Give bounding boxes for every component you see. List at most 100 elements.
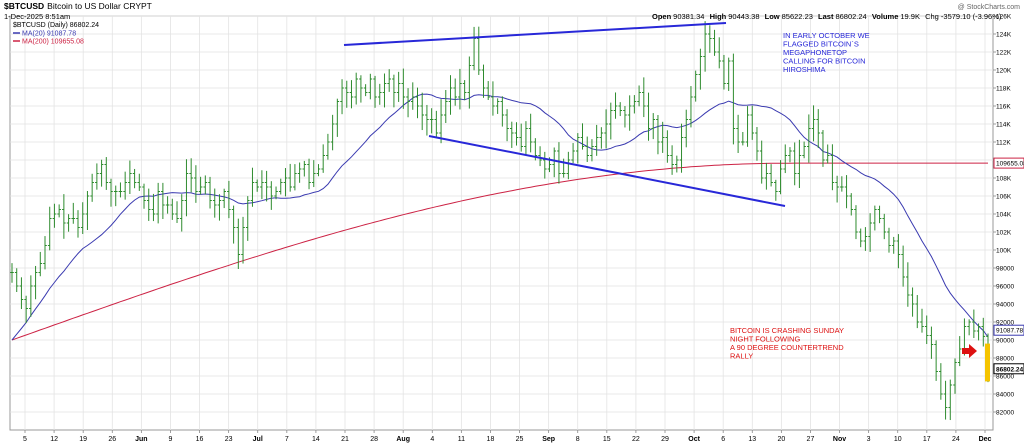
x-tick-label: 4 xyxy=(430,436,434,443)
ohlc-bar xyxy=(335,98,340,137)
last-label: Last xyxy=(818,12,834,21)
ohlc-bar xyxy=(14,268,19,292)
ohlc-bar xyxy=(236,218,241,269)
ohlc-bar xyxy=(524,121,528,155)
ohlc-bar xyxy=(373,75,377,108)
ohlc-bar xyxy=(514,122,519,146)
ohlc-bar xyxy=(877,205,882,224)
ohlc-bar xyxy=(509,121,514,148)
price-tag-text: 109655.08 xyxy=(996,161,1024,168)
x-tick-label: 22 xyxy=(632,436,640,443)
ohlc-bar xyxy=(71,202,76,224)
ohlc-bar xyxy=(349,80,354,109)
x-tick-label: Jul xyxy=(253,436,263,443)
ohlc-bar xyxy=(448,75,453,115)
y-tick-label: 94000 xyxy=(996,302,1014,309)
ohlc-bar xyxy=(675,155,679,173)
ohlc-bar xyxy=(47,206,52,251)
ohlc-bar xyxy=(924,315,929,345)
ohlc-bar xyxy=(910,287,915,317)
x-tick-label: Oct xyxy=(688,436,700,443)
price-tag-ma200: 109655.08 xyxy=(993,157,1024,169)
x-tick-label: 25 xyxy=(516,436,524,443)
high-value: 90443.38 xyxy=(728,12,759,21)
x-tick-label: Sep xyxy=(542,436,555,443)
ohlc-bar xyxy=(670,145,674,175)
x-tick-label: 12 xyxy=(50,436,58,443)
ohlc-bar xyxy=(811,105,816,142)
y-tick-label: 98000 xyxy=(996,266,1014,273)
ohlc-bar xyxy=(302,160,307,177)
ohlc-bar xyxy=(321,144,325,173)
y-tick-label: 124K xyxy=(996,32,1012,39)
y-tick-label: 84000 xyxy=(996,392,1014,399)
ohlc-bar xyxy=(462,80,467,101)
ohlc-bar xyxy=(113,185,118,207)
ohlc-bar xyxy=(80,202,85,234)
x-tick-label: Jun xyxy=(135,436,147,443)
ohlc-bar xyxy=(128,160,132,195)
x-tick-label: 9 xyxy=(169,436,173,443)
ohlc-bar xyxy=(741,132,745,146)
ohlc-bar xyxy=(311,160,316,188)
ohlc-bar xyxy=(194,165,198,203)
ohlc-bar xyxy=(156,182,160,224)
y-tick-label: 82000 xyxy=(996,410,1014,417)
ohlc-bar xyxy=(467,56,472,109)
y-tick-label: 116K xyxy=(996,104,1011,111)
ohlc-bar xyxy=(434,110,439,137)
y-axis: 82000 84000 86000 88000 90000 92000 94000 96000… xyxy=(993,14,1014,417)
y-tick-label: 86000 xyxy=(996,374,1014,381)
grid-lines xyxy=(10,15,993,430)
ohlc-bar xyxy=(189,158,193,193)
ohlc-bar xyxy=(396,71,401,102)
y-tick-label: 108K xyxy=(996,176,1012,183)
ohlc-bar xyxy=(745,106,750,147)
ohlc-bar xyxy=(415,87,420,119)
ohlc-bar xyxy=(882,213,887,240)
ohlc-bar xyxy=(712,29,717,56)
ohlc-bar xyxy=(807,114,811,163)
ohlc-bar xyxy=(731,53,736,145)
ohlc-bar xyxy=(646,92,651,141)
legend-ma200: MA(200) 109655.08 xyxy=(22,39,84,46)
ohlc-bar xyxy=(62,194,66,239)
ohlc-bar xyxy=(901,245,905,287)
ohlc-bar xyxy=(429,108,434,134)
x-tick-label: 5 xyxy=(23,436,27,443)
ohlc-bar xyxy=(500,96,505,127)
ohlc-bar xyxy=(472,26,476,71)
watermark: @ StockCharts.com xyxy=(958,4,1021,11)
ohlc-bar xyxy=(453,78,458,106)
y-tick-label: 92000 xyxy=(996,320,1014,327)
ohlc-bar xyxy=(95,163,99,190)
ohlc-bar xyxy=(797,139,802,189)
x-tick-label: 17 xyxy=(923,436,931,443)
ohlc-bar xyxy=(594,124,599,156)
legend-ma20: MA(20) 91087.78 xyxy=(22,31,76,38)
ohlc-bar xyxy=(476,26,481,75)
ohlc-bar xyxy=(293,164,297,191)
ohlc-bar xyxy=(717,37,722,69)
ohlc-bar xyxy=(934,340,938,381)
volume-value: 19.9K xyxy=(900,12,920,21)
ohlc-bar xyxy=(495,98,500,114)
ohlc-bar xyxy=(599,127,604,149)
ohlc-bar xyxy=(344,80,349,108)
ohlc-bar xyxy=(104,157,109,190)
ohlc-bar xyxy=(85,190,90,231)
high-label: High xyxy=(710,12,727,21)
ohlc-bar xyxy=(755,127,759,161)
ohlc-bar xyxy=(656,115,660,155)
annotation-megaphone-note: IN EARLY OCTOBER WE FLAGGED BITCOIN`S MEGA… xyxy=(783,31,870,74)
x-tick-label: 3 xyxy=(867,436,871,443)
ohlc-bar xyxy=(443,89,448,123)
price-tag-text: 91087.78 xyxy=(996,328,1023,335)
ohlc-bar xyxy=(774,179,778,201)
ohlc-bar xyxy=(873,205,877,231)
low-value: 85622.23 xyxy=(782,12,813,21)
ohlc-bar xyxy=(750,105,755,140)
ohlc-bar xyxy=(863,227,868,251)
y-tick-label: 122K xyxy=(996,50,1012,57)
ohlc-bar xyxy=(943,380,948,420)
